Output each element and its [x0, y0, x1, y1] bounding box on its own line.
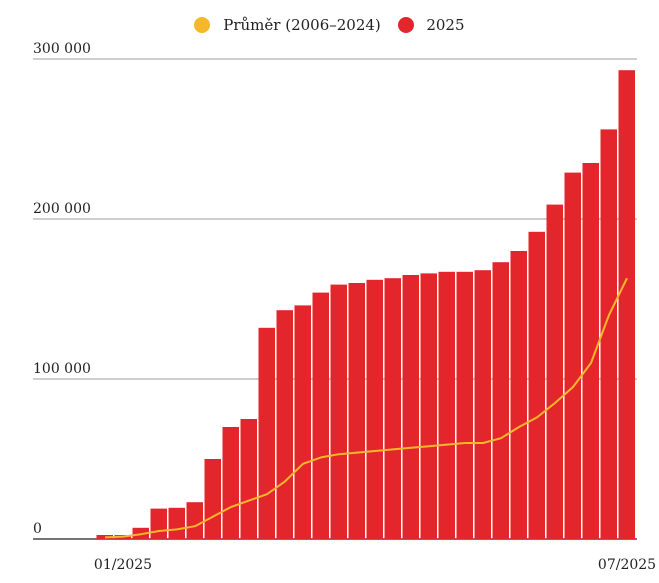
average-line: [104, 277, 628, 539]
x-tick-label: 07/2025: [598, 557, 656, 573]
y-tick-label: 200 000: [33, 201, 91, 217]
bar: [150, 508, 167, 539]
bar: [402, 275, 419, 539]
bar: [438, 271, 455, 539]
bar: [348, 283, 365, 539]
bar: [330, 284, 347, 539]
bar: [240, 419, 257, 539]
bar: [294, 305, 311, 539]
legend-label-average: Průměr (2006–2024): [223, 15, 381, 34]
bar: [582, 163, 599, 539]
legend-item-average[interactable]: Průměr (2006–2024): [194, 15, 381, 34]
bar: [474, 270, 491, 539]
bar: [168, 507, 185, 539]
bar: [276, 310, 293, 539]
bar: [564, 172, 581, 539]
bar: [456, 271, 473, 539]
y-tick-label: 300 000: [33, 41, 91, 57]
bar: [258, 327, 275, 539]
bar: [384, 278, 401, 539]
bar: [528, 231, 545, 540]
bar: [618, 70, 635, 539]
bar: [492, 262, 509, 539]
bar: [204, 459, 221, 539]
bar: [600, 129, 617, 539]
x-tick-label: 01/2025: [94, 557, 152, 573]
bar: [546, 204, 563, 539]
y-tick-label: 0: [33, 521, 42, 537]
bar: [186, 502, 203, 539]
bar: [510, 251, 527, 539]
bar: [96, 535, 113, 539]
legend-swatch-average: [194, 16, 211, 33]
bar: [222, 427, 239, 539]
legend-swatch-2025: [397, 16, 414, 33]
y-tick-label: 100 000: [33, 361, 91, 377]
bar: [366, 279, 383, 539]
legend: Průměr (2006–2024) 2025: [0, 14, 659, 34]
bar: [312, 292, 329, 539]
legend-item-2025[interactable]: 2025: [397, 15, 465, 34]
legend-label-2025: 2025: [426, 15, 465, 34]
bar: [420, 273, 437, 539]
